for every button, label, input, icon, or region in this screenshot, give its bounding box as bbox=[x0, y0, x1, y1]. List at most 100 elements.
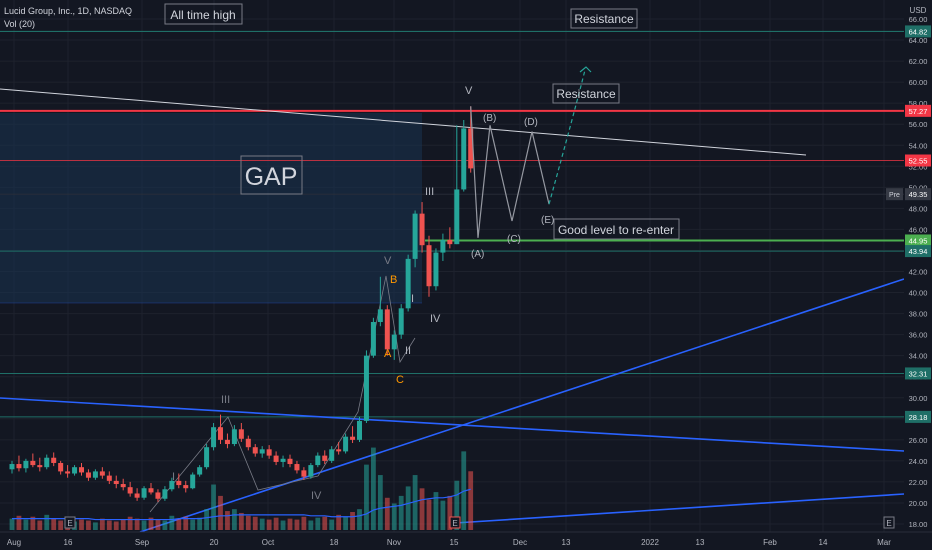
candle-body bbox=[370, 322, 376, 356]
candle-body bbox=[301, 470, 307, 477]
volume-bar bbox=[169, 515, 175, 530]
price-tick-label: 38.00 bbox=[909, 310, 928, 319]
price-tick-label: 64.00 bbox=[909, 36, 928, 45]
candle-body bbox=[294, 464, 300, 471]
price-tick-label: 54.00 bbox=[909, 141, 928, 150]
volume-bar bbox=[162, 520, 168, 530]
volume-bar bbox=[273, 517, 279, 530]
re-enter-box bbox=[553, 218, 680, 240]
symbol-title[interactable]: Lucid Group, Inc., 1D, NASDAQ bbox=[4, 6, 132, 16]
volume-bar bbox=[433, 492, 439, 530]
price-tick-label: 60.00 bbox=[909, 78, 928, 87]
candle-body bbox=[113, 480, 119, 485]
price-tag bbox=[905, 25, 931, 38]
volume-bar bbox=[37, 520, 43, 530]
wave-sketch-line bbox=[317, 275, 416, 477]
volume-bar bbox=[447, 495, 453, 530]
wave-label-a-paren: (A) bbox=[471, 249, 484, 260]
volume-bar bbox=[426, 499, 432, 530]
candle-body bbox=[37, 465, 43, 468]
price-tick-label: 48.00 bbox=[909, 204, 928, 213]
candle-body bbox=[72, 467, 78, 474]
wave-label-i: I bbox=[411, 293, 414, 305]
volume-bar bbox=[197, 517, 203, 530]
wave-label-b-paren: (B) bbox=[483, 113, 496, 124]
price-axis[interactable] bbox=[904, 0, 932, 532]
pre-market-label: Pre bbox=[889, 192, 900, 199]
price-tick-label: 42.00 bbox=[909, 268, 928, 277]
projection-breakout-arrow bbox=[548, 69, 586, 205]
time-tick-label: 15 bbox=[450, 538, 459, 547]
candle-body bbox=[419, 213, 425, 246]
candle-body bbox=[162, 489, 168, 499]
earnings-event-marker[interactable] bbox=[449, 516, 461, 529]
arrow-head bbox=[579, 66, 592, 73]
currency-label: USD bbox=[910, 6, 927, 15]
wave-label-iv-left: IV bbox=[311, 490, 322, 502]
candle-body bbox=[204, 447, 210, 468]
price-tick-label: 26.00 bbox=[909, 436, 928, 445]
price-tag-value: 28.18 bbox=[909, 413, 928, 422]
candle-body bbox=[461, 128, 467, 190]
volume-bar bbox=[86, 520, 91, 530]
candle-body bbox=[211, 427, 217, 448]
candle-body bbox=[363, 355, 369, 421]
price-tick-label: 20.00 bbox=[909, 499, 928, 508]
volume-bar bbox=[155, 519, 161, 530]
time-tick-label: Nov bbox=[387, 538, 401, 547]
price-tag-value: 52.55 bbox=[909, 157, 928, 166]
earnings-event-marker[interactable] bbox=[64, 516, 76, 529]
pre-market-badge bbox=[886, 188, 903, 201]
price-tick-label: 34.00 bbox=[909, 352, 928, 361]
candle-body bbox=[218, 427, 223, 440]
blue-downtrend-line bbox=[0, 397, 905, 452]
volume-bar bbox=[280, 520, 286, 530]
candle-body bbox=[44, 457, 50, 468]
resistance-mid-box bbox=[552, 83, 620, 104]
gap-box bbox=[240, 155, 303, 195]
blue-lower-line bbox=[454, 493, 905, 524]
volume-bar bbox=[238, 512, 244, 530]
candle-body bbox=[245, 438, 251, 448]
time-tick-label: 13 bbox=[562, 538, 571, 547]
candle-body bbox=[259, 449, 265, 454]
volume-indicator-label[interactable]: Vol (20) bbox=[4, 19, 35, 29]
candle-body bbox=[440, 239, 446, 253]
candlesticks bbox=[9, 106, 474, 502]
time-axis[interactable] bbox=[0, 532, 932, 550]
resistance-top-box bbox=[570, 8, 638, 29]
all-time-high-label: All time high bbox=[170, 8, 235, 22]
volume-bar bbox=[9, 518, 15, 530]
earnings-event-letter: E bbox=[886, 519, 891, 528]
wave-label-c-paren: (C) bbox=[507, 234, 521, 245]
volume-bar bbox=[259, 518, 265, 530]
price-tag-value: 49.35 bbox=[909, 190, 928, 199]
volume-bar bbox=[364, 464, 369, 530]
candle-body bbox=[384, 309, 390, 350]
volume-bar bbox=[308, 520, 314, 530]
volume-bar bbox=[120, 519, 126, 530]
volume-bar bbox=[440, 500, 446, 530]
volume-bar bbox=[176, 518, 182, 530]
volume-bar bbox=[336, 514, 342, 530]
volume-bar bbox=[357, 509, 362, 530]
candle-body bbox=[252, 447, 258, 454]
volume-bar bbox=[79, 519, 84, 530]
candle-body bbox=[405, 258, 411, 309]
price-tick-label: 66.00 bbox=[909, 15, 928, 24]
candle-body bbox=[197, 467, 203, 475]
price-tag-value: 44.95 bbox=[909, 236, 928, 245]
volume-bar bbox=[294, 519, 300, 530]
time-tick-label: 13 bbox=[696, 538, 705, 547]
wave-label-b: B bbox=[390, 274, 397, 286]
time-tick-label: 18 bbox=[330, 538, 339, 547]
volume-bar bbox=[148, 517, 154, 530]
wave-label-v-mid: V bbox=[384, 255, 392, 267]
volume-bar bbox=[58, 520, 64, 530]
candle-body bbox=[280, 458, 286, 462]
price-tag bbox=[905, 367, 931, 380]
resistance-top-label: Resistance bbox=[574, 12, 634, 26]
earnings-event-marker[interactable] bbox=[883, 516, 895, 529]
price-tag bbox=[905, 410, 931, 423]
